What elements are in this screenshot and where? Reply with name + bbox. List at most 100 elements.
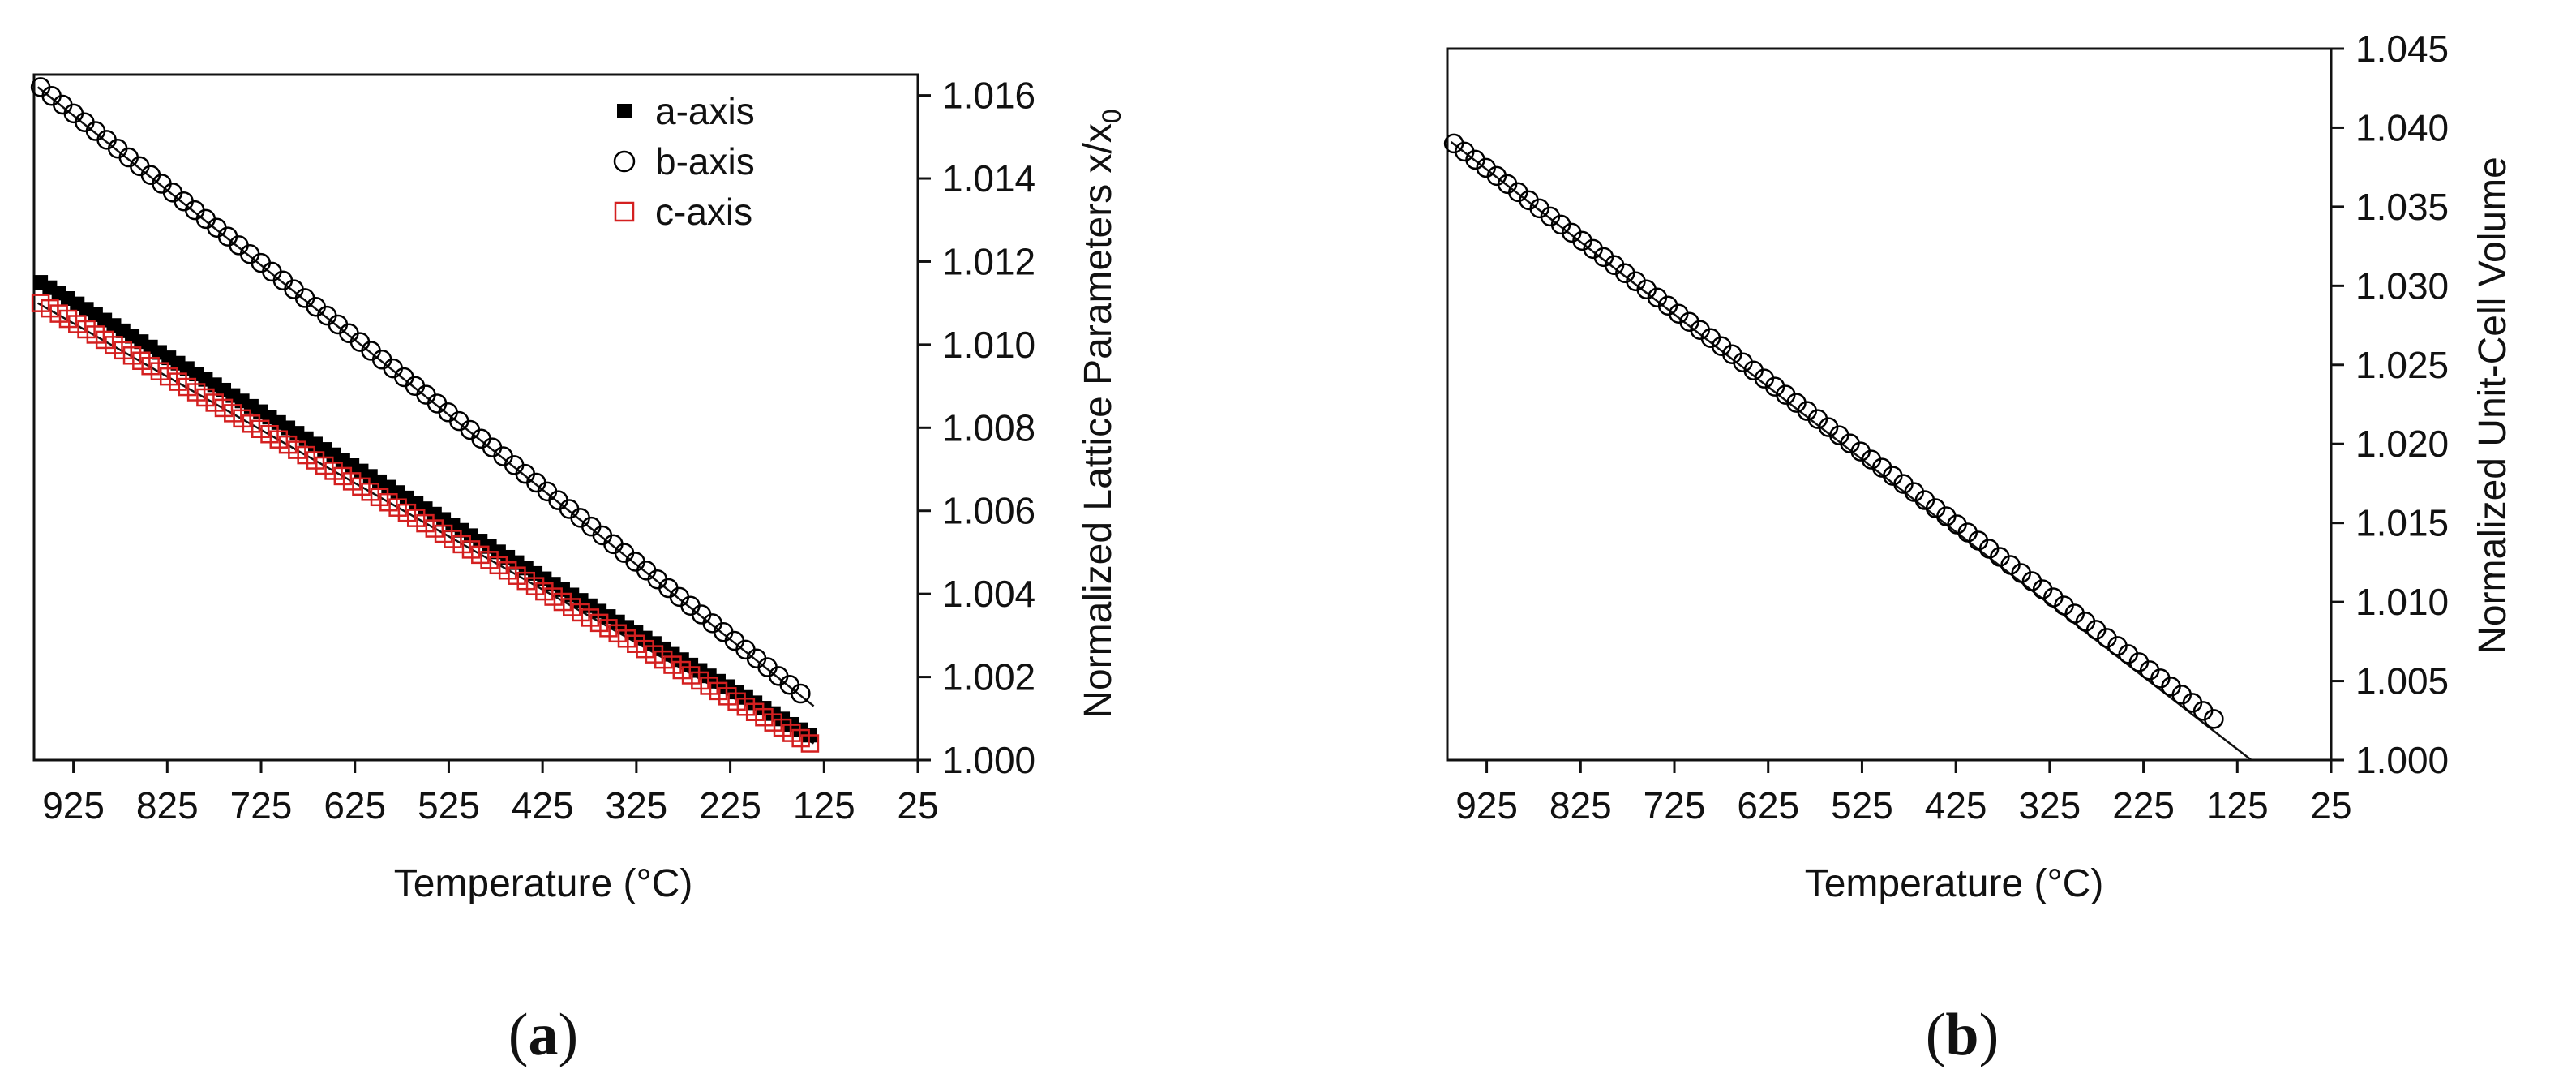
x-axis-label-a: Temperature (°C) [394, 862, 693, 905]
x-tick-label: 325 [605, 784, 667, 827]
y-axis-label-a-main: Normalized Lattice Parameters x/x [1077, 123, 1120, 719]
y-tick-label: 1.045 [2355, 28, 2449, 70]
data-point-b-axis [185, 200, 205, 221]
x-tick-label: 325 [2018, 784, 2081, 827]
data-point-c-axis [306, 451, 325, 470]
data-point-b-axis [768, 666, 789, 686]
data-point-b-axis [449, 410, 469, 432]
data-point-c-axis [370, 488, 389, 507]
data-point-c-axis [755, 707, 774, 727]
data-point-c-axis [489, 556, 508, 575]
data-point-b-axis [691, 604, 712, 625]
legend-label: b-axis [655, 140, 755, 183]
y-axis-label-a-subscript: 0 [1097, 109, 1126, 123]
data-point-c-axis [471, 545, 490, 565]
data-points-b [1443, 133, 2224, 729]
data-point-b-axis [405, 376, 426, 397]
y-tick-label: 1.005 [2355, 660, 2449, 702]
data-point-c-axis [544, 587, 563, 606]
data-point-b-axis [669, 586, 690, 608]
data-point-c-axis [342, 472, 362, 491]
data-point-c-axis [452, 535, 471, 554]
data-point-c-axis [214, 398, 234, 418]
data-point-c-axis [425, 519, 444, 538]
y-tick-label: 1.014 [942, 157, 1035, 200]
data-point-c-axis [800, 734, 820, 753]
data-point-c-axis [141, 356, 160, 376]
data-point-b-axis [118, 147, 139, 168]
data-point-c-axis [406, 509, 426, 527]
legend-marker [613, 150, 636, 173]
data-point-b-axis [426, 393, 448, 414]
data-point-c-axis [727, 692, 746, 711]
plot-frame-a [32, 73, 919, 762]
y-tick-label: 1.002 [942, 656, 1035, 698]
data-point-c-axis [516, 571, 536, 591]
y-tick-label: 1.006 [942, 490, 1035, 532]
data-point-c-axis [691, 671, 709, 690]
x-axis-label-b: Temperature (°C) [1805, 862, 2104, 905]
y-tick-label: 1.040 [2355, 106, 2449, 148]
data-point-b-axis [339, 323, 359, 344]
legend-label: c-axis [655, 191, 752, 233]
data-point-c-axis [315, 456, 334, 475]
data-point-c-axis [718, 687, 737, 706]
data-point-b-axis [383, 358, 404, 379]
data-point-b-axis [162, 183, 183, 203]
data-point-b-axis [107, 138, 128, 159]
data-point-b-axis [63, 103, 84, 124]
data-point-c-axis [333, 466, 353, 486]
data-point-c-axis [700, 677, 718, 695]
x-tick-label: 925 [42, 784, 105, 827]
y-tick-label: 1.020 [2355, 423, 2449, 465]
data-point-c-axis [508, 566, 526, 585]
data-point-c-axis [572, 603, 590, 622]
x-tick-label: 525 [418, 784, 480, 827]
x-tick-label: 925 [1455, 784, 1518, 827]
panel-label-a-close: ) [559, 1002, 579, 1068]
legend-marker [614, 201, 635, 222]
data-point-b-axis [526, 472, 546, 493]
data-point-b-axis [53, 94, 73, 115]
data-point-c-axis [608, 624, 627, 643]
data-point-b-axis [537, 481, 558, 502]
legend-a: a-axis b-axis c-axis [613, 90, 755, 233]
data-point-c-axis [599, 619, 618, 638]
data-point-c-axis [196, 388, 215, 407]
data-point-c-axis [589, 613, 609, 633]
data-point-c-axis [709, 681, 728, 701]
data-point-b-axis [680, 595, 701, 616]
y-tick-label: 1.010 [2355, 581, 2449, 623]
data-point-b-axis [239, 244, 260, 264]
data-point-b-axis [328, 314, 349, 335]
data-point-c-axis [297, 445, 315, 465]
data-point-b-axis [317, 305, 337, 326]
x-tick-label: 525 [1831, 784, 1893, 827]
data-point-c-axis [498, 561, 517, 580]
data-point-c-axis [444, 530, 462, 548]
data-point-c-axis [663, 655, 682, 674]
y-axis-label-a: Normalized Lattice Parameters x/x0 [1077, 109, 1126, 718]
data-point-c-axis [535, 582, 554, 601]
data-point-c-axis [672, 660, 692, 680]
data-point-c-axis [105, 336, 123, 354]
data-point-c-axis [169, 372, 187, 391]
data-point-c-axis [562, 598, 581, 616]
x-tick-label: 425 [1925, 784, 1987, 827]
y-tick-label: 1.016 [942, 75, 1035, 117]
data-point-b-axis [416, 384, 436, 405]
data-point-c-axis [361, 483, 379, 501]
y-tick-label: 1.012 [942, 240, 1035, 282]
data-point-b-axis [140, 165, 161, 185]
x-tick-label: 225 [699, 784, 761, 827]
data-point-b-axis [371, 350, 392, 370]
data-point-b-axis [130, 156, 150, 177]
data-point-b-axis [41, 85, 62, 106]
data-point-volume [2204, 709, 2224, 729]
data-point-b-axis [195, 208, 216, 230]
data-point-b-axis [75, 112, 95, 132]
x-tick-label: 725 [230, 784, 293, 827]
data-point-c-axis [681, 666, 701, 685]
data-point-c-axis [31, 294, 50, 312]
